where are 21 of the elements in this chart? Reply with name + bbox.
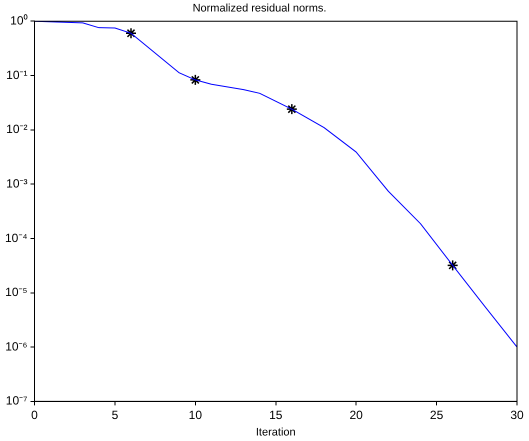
y-tick-label: 10⁻⁵ — [5, 285, 28, 300]
x-tick-label: 20 — [349, 408, 364, 422]
point — [190, 74, 202, 86]
y-tick-label: 10⁻⁷ — [6, 394, 28, 408]
x-tick-label: 10 — [188, 408, 202, 422]
y-tick-label: 10⁻⁶ — [5, 339, 28, 354]
y-tick-label: 10⁻² — [6, 122, 28, 136]
x-tick-label: 25 — [430, 408, 444, 422]
x-tick-label: 30 — [510, 408, 524, 422]
chart-title: Normalized residual norms. — [192, 2, 326, 15]
point — [286, 103, 298, 115]
y-tick-label: 10⁻⁴ — [4, 230, 28, 245]
x-tick-label: 5 — [112, 408, 119, 422]
point — [125, 28, 137, 39]
x-tick-label: 15 — [269, 408, 283, 422]
y-tick-label: 10⁻³ — [6, 176, 28, 190]
y-tick-label: 10⁻¹ — [6, 68, 28, 82]
point — [446, 260, 458, 272]
x-tick-label: 0 — [31, 408, 38, 422]
x-axis-title: Iteration — [256, 426, 296, 438]
y-tick-label: 10⁰ — [10, 14, 28, 28]
